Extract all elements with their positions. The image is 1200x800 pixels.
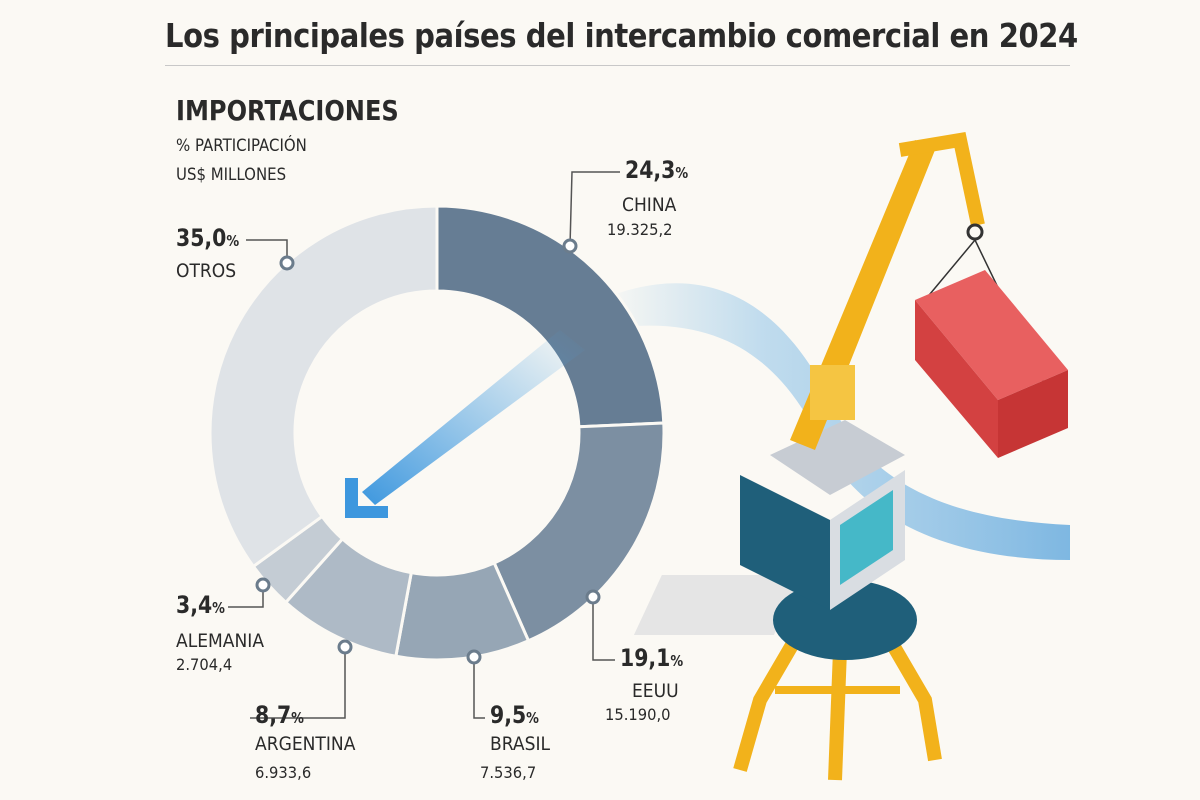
crane-shadow	[633, 575, 802, 635]
country-label-brasil: BRASIL	[490, 733, 551, 755]
value-label-argentina: 6.933,6	[255, 763, 312, 782]
percent-label-alemania: 3,4%	[176, 591, 225, 619]
percent-sign: %	[226, 232, 240, 250]
shipping-container	[915, 270, 1068, 458]
crane-window	[840, 490, 893, 585]
percent-label-china: 24,3%	[625, 156, 688, 184]
crane-illustration	[733, 131, 1068, 781]
percent-sign: %	[670, 652, 684, 670]
percent-value-brasil: 9,5	[490, 701, 527, 729]
country-label-china: CHINA	[622, 194, 677, 216]
percent-label-otros: 35,0%	[176, 224, 239, 252]
crane-base	[773, 580, 917, 660]
percent-value-otros: 35,0	[176, 224, 227, 252]
chart-subtitle: IMPORTACIONES	[176, 94, 399, 127]
leader-line-brasil	[473, 657, 485, 719]
percent-label-brasil: 9,5%	[490, 701, 539, 729]
donut-chart	[208, 171, 666, 719]
leader-dot-china	[562, 238, 578, 254]
crane-legs	[733, 636, 942, 781]
percent-value-alemania: 3,4	[176, 591, 213, 619]
leader-dot-eeuu	[585, 589, 601, 605]
note-units: US$ MILLONES	[176, 165, 287, 185]
leader-dot-argentina	[337, 639, 353, 655]
leader-dot-brasil	[466, 649, 482, 665]
percent-value-argentina: 8,7	[255, 701, 292, 729]
percent-sign: %	[291, 709, 304, 727]
leader-dot-otros	[279, 255, 295, 271]
leader-line-otros	[246, 239, 288, 263]
percent-label-argentina: 8,7%	[255, 701, 304, 729]
import-arrow	[345, 330, 585, 518]
percent-value-china: 24,3	[625, 156, 676, 184]
leader-line-eeuu	[592, 597, 615, 661]
country-label-alemania: ALEMANIA	[176, 630, 265, 652]
leader-dot-alemania	[255, 577, 271, 593]
crane-roof	[770, 420, 905, 495]
value-label-brasil: 7.536,7	[480, 763, 537, 782]
percent-label-eeuu: 19,1%	[620, 644, 683, 672]
percent-sign: %	[675, 164, 689, 182]
percent-sign: %	[526, 709, 539, 727]
crane-boom	[790, 131, 985, 450]
country-label-otros: OTROS	[176, 260, 237, 282]
crane-body-dark	[740, 475, 830, 610]
value-label-china: 19.325,2	[607, 220, 673, 239]
percent-value-eeuu: 19,1	[620, 644, 671, 672]
leader-line-china	[569, 171, 620, 247]
value-label-eeuu: 15.190,0	[605, 705, 671, 724]
percent-sign: %	[212, 599, 225, 617]
country-label-eeuu: EEUU	[632, 680, 679, 702]
title-divider	[165, 65, 1070, 66]
slice-china	[435, 204, 666, 429]
country-label-argentina: ARGENTINA	[255, 733, 356, 755]
value-label-alemania: 2.704,4	[176, 655, 233, 674]
chart-title: Los principales países del intercambio c…	[165, 16, 1078, 55]
wave-ribbon	[600, 283, 1070, 560]
slice-eeuu	[492, 421, 666, 643]
note-share: % PARTICIPACIÓN	[176, 136, 307, 156]
leader-line-argentina	[250, 647, 346, 719]
slice-otros	[208, 204, 439, 569]
